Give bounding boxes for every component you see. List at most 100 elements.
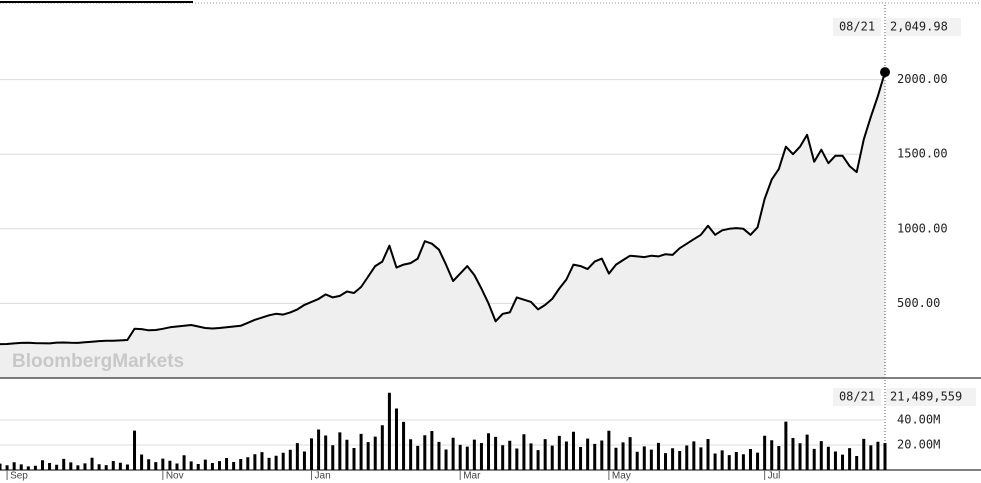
volume-bar bbox=[97, 464, 101, 470]
volume-bar bbox=[748, 449, 752, 470]
volume-bar bbox=[19, 464, 23, 470]
volume-bar bbox=[416, 445, 420, 470]
volume-bar bbox=[161, 458, 165, 470]
volume-bar bbox=[798, 443, 802, 470]
volume-bar bbox=[324, 435, 328, 470]
last-date-box bbox=[833, 18, 881, 36]
volume-bar bbox=[848, 448, 852, 470]
volume-bar bbox=[331, 445, 335, 470]
volume-bar bbox=[713, 453, 717, 470]
price-line bbox=[0, 71, 886, 346]
volume-bar bbox=[706, 439, 710, 470]
volume-bar bbox=[621, 442, 625, 470]
volume-bar bbox=[345, 439, 349, 470]
volume-bar bbox=[310, 438, 314, 470]
volume-bar bbox=[543, 439, 547, 470]
volume-bar bbox=[557, 435, 561, 470]
volume-bar bbox=[635, 451, 639, 470]
volume-bar bbox=[267, 457, 271, 470]
volume-bar bbox=[302, 451, 306, 470]
volume-bar bbox=[380, 425, 384, 470]
volume-bar bbox=[409, 439, 413, 470]
volume-bar bbox=[607, 430, 611, 470]
volume-bar bbox=[579, 447, 583, 470]
volume-bar bbox=[239, 459, 243, 470]
volume-bar bbox=[69, 462, 73, 470]
volume-bar bbox=[423, 435, 427, 470]
x-tick-label: May bbox=[612, 471, 631, 482]
volume-bar bbox=[501, 445, 505, 470]
volume-bar bbox=[83, 463, 87, 470]
volume-bar bbox=[855, 456, 859, 470]
y-tick-label: 20.00M bbox=[897, 438, 940, 452]
volume-bar bbox=[133, 430, 137, 470]
volume-bar bbox=[154, 462, 158, 470]
volume-bar bbox=[692, 441, 696, 470]
volume-bar bbox=[352, 448, 356, 470]
volume-bar bbox=[479, 443, 483, 470]
volume-bar bbox=[869, 445, 873, 470]
volume-bar bbox=[458, 444, 462, 470]
volume-bar bbox=[274, 455, 278, 470]
volume-bar bbox=[642, 446, 646, 470]
volume-bar bbox=[720, 450, 724, 470]
area bbox=[0, 72, 885, 378]
volume-bar bbox=[0, 463, 2, 470]
volume-bar bbox=[564, 441, 568, 470]
volume-bar bbox=[394, 408, 398, 470]
volume-bar bbox=[373, 436, 377, 470]
volume-bar bbox=[175, 463, 179, 470]
y-tick-label: 1500.00 bbox=[897, 147, 948, 161]
volume-bar bbox=[217, 461, 221, 470]
volume-bar bbox=[430, 431, 434, 470]
last-date-box bbox=[833, 388, 881, 406]
volume-bar bbox=[437, 441, 441, 470]
volume-bar bbox=[833, 451, 837, 470]
volume-bar bbox=[550, 445, 554, 470]
volume-bar bbox=[671, 448, 675, 470]
volume-bar bbox=[196, 464, 200, 470]
volume-bar bbox=[288, 449, 292, 470]
volume-bar bbox=[232, 462, 236, 470]
volume-bar bbox=[494, 436, 498, 470]
y-tick-label: 1000.00 bbox=[897, 221, 948, 235]
x-tick-label: Sep bbox=[10, 471, 28, 482]
volume-bar bbox=[295, 443, 299, 470]
volume-bar bbox=[465, 446, 469, 470]
volume-bar bbox=[812, 448, 816, 470]
volume-bar bbox=[5, 465, 9, 470]
x-tick-label: Nov bbox=[166, 471, 184, 482]
volume-bar bbox=[62, 458, 66, 470]
volume-bar bbox=[876, 441, 880, 470]
volume-bar bbox=[118, 462, 122, 470]
volume-bar bbox=[536, 450, 540, 470]
volume-bar bbox=[727, 455, 731, 470]
volume-bar bbox=[104, 465, 108, 470]
volume-bar bbox=[182, 455, 186, 470]
x-tick-label: Jan bbox=[315, 471, 331, 482]
volume-bar bbox=[147, 459, 151, 470]
volume-bar bbox=[90, 457, 94, 470]
volume-bar bbox=[387, 392, 391, 470]
volume-bar bbox=[12, 462, 16, 470]
volume-bar bbox=[656, 442, 660, 470]
volume-bar bbox=[522, 434, 526, 470]
volume-bar bbox=[756, 452, 760, 470]
volume-bar bbox=[359, 433, 363, 470]
volume-bar bbox=[508, 440, 512, 470]
volume-bar bbox=[281, 452, 285, 470]
last-date: 08/21 bbox=[839, 390, 875, 404]
volume-bar bbox=[600, 440, 604, 470]
volume-bar bbox=[515, 448, 519, 470]
volume-bar bbox=[805, 434, 809, 470]
volume-bar bbox=[246, 457, 250, 470]
last-point bbox=[880, 67, 890, 78]
volume-bar bbox=[628, 437, 632, 470]
volume-bar bbox=[763, 435, 767, 470]
y-tick-label: 2000.00 bbox=[897, 72, 948, 86]
volume-bar bbox=[253, 454, 257, 470]
volume-bar bbox=[664, 453, 668, 470]
volume-bar bbox=[649, 449, 653, 470]
volume-bar bbox=[593, 443, 597, 470]
volume-bar bbox=[529, 443, 533, 470]
